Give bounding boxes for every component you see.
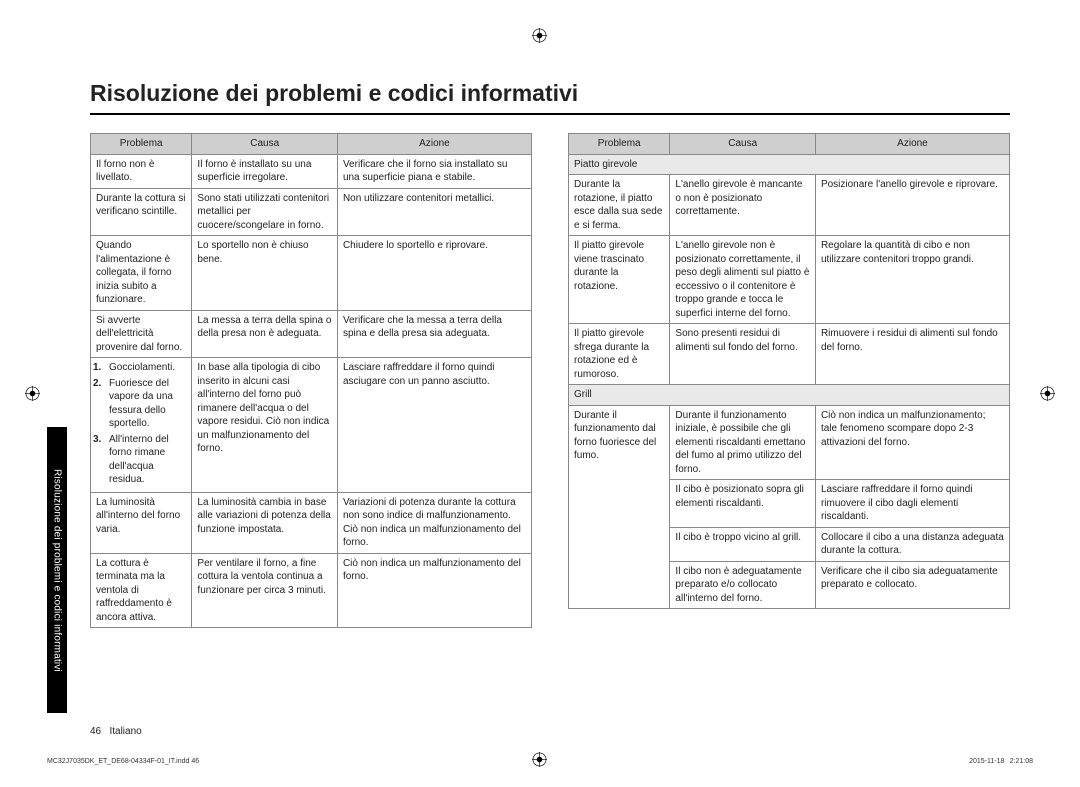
table-row: Durante il funzionamento dal forno fuori… <box>569 405 1010 480</box>
cell-causa: Il cibo è troppo vicino al grill. <box>670 527 816 561</box>
export-timestamp: 2015-11-18 2:21:08 <box>969 758 1033 765</box>
table-row: Il piatto girevole viene trascinato dura… <box>569 236 1010 324</box>
page-lang: Italiano <box>109 726 141 737</box>
registration-mark-icon <box>25 386 40 401</box>
page-number: 46 <box>90 726 101 737</box>
cell-problema: Il piatto girevole viene trascinato dura… <box>569 236 670 324</box>
troubleshoot-table-right: Problema Causa Azione Piatto girevoleDur… <box>568 133 1010 609</box>
th-problema: Problema <box>569 134 670 155</box>
table-section-row: Grill <box>569 385 1010 406</box>
cell-azione: Verificare che il cibo sia adeguatamente… <box>815 561 1009 609</box>
list-text: Gocciolamenti. <box>109 361 175 375</box>
cell-problema: Il forno non è livellato. <box>91 154 192 188</box>
cell-problema: Quando l'alimentazione è collegata, il f… <box>91 236 192 311</box>
cell-azione: Lasciare raffreddare il forno quindi asc… <box>337 358 531 493</box>
table-row: Si avverte dell'elettricità provenire da… <box>91 310 532 358</box>
indd-path: MC32J7035DK_ET_DE68-04334F-01_IT.indd 46 <box>47 758 199 765</box>
cell-problema: Il piatto girevole sfrega durante la rot… <box>569 324 670 385</box>
cell-causa: Per ventilare il forno, a fine cottura l… <box>192 553 338 628</box>
left-column: Problema Causa Azione Il forno non è liv… <box>90 133 532 628</box>
list-number: 3. <box>93 433 109 487</box>
th-causa: Causa <box>670 134 816 155</box>
cell-causa: L'anello girevole è mancante o non è pos… <box>670 175 816 236</box>
th-azione: Azione <box>337 134 531 155</box>
table-row: 1.Gocciolamenti.2.Fuoriesce del vapore d… <box>91 358 532 493</box>
cell-problema: Durante la rotazione, il piatto esce dal… <box>569 175 670 236</box>
cell-azione: Chiudere lo sportello e riprovare. <box>337 236 531 311</box>
registration-mark-icon <box>532 28 547 43</box>
cell-azione: Lasciare raffreddare il forno quindi rim… <box>815 480 1009 528</box>
cell-azione: Posizionare l'anello girevole e riprovar… <box>815 175 1009 236</box>
cell-causa: La luminosità cambia in base alle variaz… <box>192 492 338 553</box>
list-text: Fuoriesce del vapore da una fessura dell… <box>109 377 186 431</box>
table-row: Il piatto girevole sfrega durante la rot… <box>569 324 1010 385</box>
list-text: All'interno del forno rimane dell'acqua … <box>109 433 186 487</box>
cell-causa: Sono stati utilizzati contenitori metall… <box>192 188 338 236</box>
troubleshoot-table-left: Problema Causa Azione Il forno non è liv… <box>90 133 532 628</box>
cell-azione: Collocare il cibo a una distanza adeguat… <box>815 527 1009 561</box>
cell-azione: Ciò non indica un malfunzionamento; tale… <box>815 405 1009 480</box>
th-causa: Causa <box>192 134 338 155</box>
cell-causa: Il cibo non è adeguatamente preparato e/… <box>670 561 816 609</box>
table-row: La luminosità all'interno del forno vari… <box>91 492 532 553</box>
section-header-cell: Grill <box>569 385 1010 406</box>
table-row: Durante la cottura si verificano scintil… <box>91 188 532 236</box>
cell-causa: Lo sportello non è chiuso bene. <box>192 236 338 311</box>
section-tab-label: Risoluzione dei problemi e codici inform… <box>52 469 63 672</box>
page-footer: 46 Italiano <box>90 726 142 737</box>
cell-causa: In base alla tipologia di cibo inserito … <box>192 358 338 493</box>
table-section-row: Piatto girevole <box>569 154 1010 175</box>
cell-causa: Il cibo è posizionato sopra gli elementi… <box>670 480 816 528</box>
section-header-cell: Piatto girevole <box>569 154 1010 175</box>
cell-causa: Il forno è installato su una superficie … <box>192 154 338 188</box>
cell-causa: Sono presenti residui di alimenti sul fo… <box>670 324 816 385</box>
cell-azione: Regolare la quantità di cibo e non utili… <box>815 236 1009 324</box>
cell-problema: Durante la cottura si verificano scintil… <box>91 188 192 236</box>
table-row: Il forno non è livellato.Il forno è inst… <box>91 154 532 188</box>
list-number: 2. <box>93 377 109 431</box>
table-row: La cottura è terminata ma la ventola di … <box>91 553 532 628</box>
cell-problema: Durante il funzionamento dal forno fuori… <box>569 405 670 609</box>
cell-azione: Verificare che il forno sia installato s… <box>337 154 531 188</box>
cell-problema: La luminosità all'interno del forno vari… <box>91 492 192 553</box>
cell-problema: 1.Gocciolamenti.2.Fuoriesce del vapore d… <box>91 358 192 493</box>
section-tab: Risoluzione dei problemi e codici inform… <box>47 427 67 713</box>
cell-azione: Rimuovere i residui di alimenti sul fond… <box>815 324 1009 385</box>
registration-mark-icon <box>532 752 547 767</box>
list-number: 1. <box>93 361 109 375</box>
page-title: Risoluzione dei problemi e codici inform… <box>90 80 1010 107</box>
cell-causa: Durante il funzionamento iniziale, è pos… <box>670 405 816 480</box>
cell-azione: Non utilizzare contenitori metallici. <box>337 188 531 236</box>
th-problema: Problema <box>91 134 192 155</box>
cell-azione: Verificare che la messa a terra della sp… <box>337 310 531 358</box>
registration-mark-icon <box>1040 386 1055 401</box>
right-column: Problema Causa Azione Piatto girevoleDur… <box>568 133 1010 628</box>
table-row: Quando l'alimentazione è collegata, il f… <box>91 236 532 311</box>
cell-problema: La cottura è terminata ma la ventola di … <box>91 553 192 628</box>
cell-causa: L'anello girevole non è posizionato corr… <box>670 236 816 324</box>
cell-azione: Ciò non indica un malfunzionamento del f… <box>337 553 531 628</box>
table-row: Durante la rotazione, il piatto esce dal… <box>569 175 1010 236</box>
title-rule <box>90 113 1010 115</box>
cell-azione: Variazioni di potenza durante la cottura… <box>337 492 531 553</box>
th-azione: Azione <box>815 134 1009 155</box>
cell-causa: La messa a terra della spina o della pre… <box>192 310 338 358</box>
cell-problema: Si avverte dell'elettricità provenire da… <box>91 310 192 358</box>
